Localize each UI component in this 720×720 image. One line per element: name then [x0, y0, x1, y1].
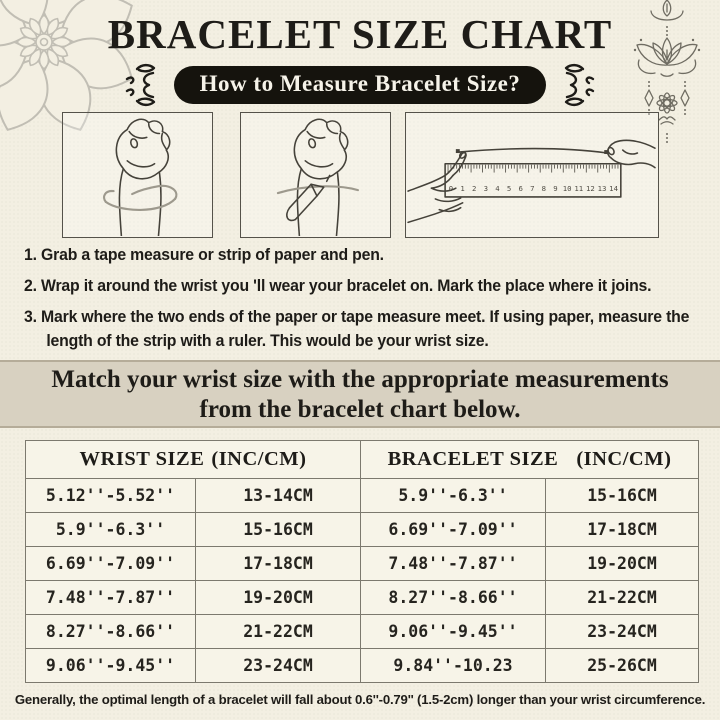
svg-text:4: 4 — [495, 184, 500, 193]
badge-how-to-measure: How to Measure Bracelet Size? — [173, 66, 547, 104]
banner-line-1: Match your wrist size with the appropria… — [51, 366, 669, 393]
size-cell: 5.9''-6.3'' — [25, 512, 196, 547]
table-header-row: WRIST SIZE (INC/CM) BRACELET SIZE (INC/CM) — [25, 440, 699, 479]
svg-text:12: 12 — [586, 184, 595, 193]
size-cell: 25-26CM — [545, 648, 699, 683]
svg-text:14: 14 — [609, 184, 618, 193]
instruction-step: 3. Mark where the two ends of the paper … — [24, 307, 690, 351]
size-cell: 5.9''-6.3'' — [360, 478, 546, 513]
size-cell: 17-18CM — [545, 512, 699, 547]
size-cell: 15-16CM — [195, 512, 361, 547]
size-cell: 9.06''-9.45'' — [25, 648, 196, 683]
svg-text:8: 8 — [542, 184, 546, 193]
mandala-icon — [0, 0, 133, 131]
hand-tape-illustration — [62, 112, 213, 238]
banner-line-2: from the bracelet chart below. — [199, 396, 521, 423]
svg-text:7: 7 — [530, 184, 534, 193]
size-cell: 19-20CM — [545, 546, 699, 581]
bracelet-size-header: BRACELET SIZE (INC/CM) — [360, 440, 699, 479]
instruction-step: 1. Grab a tape measure or strip of paper… — [24, 245, 384, 264]
svg-text:13: 13 — [598, 184, 607, 193]
size-cell: 21-22CM — [195, 614, 361, 649]
svg-text:1: 1 — [460, 184, 464, 193]
size-cell: 13-14CM — [195, 478, 361, 513]
flourish-left-icon — [125, 63, 155, 107]
svg-text:10: 10 — [563, 184, 572, 193]
table-row: 8.27''-8.66'' 21-22CM 9.06''-9.45'' 23-24CM — [25, 614, 699, 649]
svg-text:2: 2 — [472, 184, 476, 193]
svg-text:3: 3 — [484, 184, 488, 193]
svg-text:0: 0 — [449, 184, 453, 193]
flourish-right-icon — [565, 63, 595, 107]
match-banner: Match your wrist size with the appropria… — [0, 360, 720, 428]
footer-note: Generally, the optimal length of a brace… — [14, 691, 706, 707]
lotus-ornament-icon — [633, 0, 701, 143]
hand-pen-illustration — [240, 112, 391, 238]
size-cell: 9.06''-9.45'' — [360, 614, 546, 649]
size-cell: 6.69''-7.09'' — [25, 546, 196, 581]
size-cell: 19-20CM — [195, 580, 361, 615]
table-row: 7.48''-7.87'' 19-20CM 8.27''-8.66'' 21-22CM — [25, 580, 699, 615]
size-cell: 8.27''-8.66'' — [25, 614, 196, 649]
badge-row: How to Measure Bracelet Size? — [0, 62, 720, 108]
table-row: 5.12''-5.52'' 13-14CM 5.9''-6.3'' 15-16CM — [25, 478, 699, 513]
table-row: 9.06''-9.45'' 23-24CM 9.84''-10.23 25-26CM — [25, 648, 699, 683]
ruler-hands-illustration: 0 1 2 3 4 5 6 7 8 9 10 11 12 13 14 — [405, 112, 659, 238]
size-cell: 6.69''-7.09'' — [360, 512, 546, 547]
size-cell: 21-22CM — [545, 580, 699, 615]
page-title: BRACELET SIZE CHART — [107, 11, 613, 57]
size-cell: 9.84''-10.23 — [360, 648, 546, 683]
size-cell: 7.48''-7.87'' — [25, 580, 196, 615]
table-row: 6.69''-7.09'' 17-18CM 7.48''-7.87'' 19-20CM — [25, 546, 699, 581]
svg-text:11: 11 — [574, 184, 583, 193]
table-row: 5.9''-6.3'' 15-16CM 6.69''-7.09'' 17-18CM — [25, 512, 699, 547]
size-cell: 23-24CM — [545, 614, 699, 649]
wrist-size-header: WRIST SIZE (INC/CM) — [25, 440, 361, 479]
size-cell: 8.27''-8.66'' — [360, 580, 546, 615]
instruction-step: 2. Wrap it around the wrist you 'll wear… — [24, 276, 652, 296]
svg-text:9: 9 — [553, 184, 557, 193]
size-cell: 7.48''-7.87'' — [360, 546, 546, 581]
instructions-list: 1. Grab a tape measure or strip of paper… — [24, 243, 720, 361]
size-cell: 15-16CM — [545, 478, 699, 513]
size-chart-table: WRIST SIZE (INC/CM) BRACELET SIZE (INC/CM)… — [25, 440, 699, 683]
svg-text:6: 6 — [518, 184, 522, 193]
size-cell: 23-24CM — [195, 648, 361, 683]
svg-text:5: 5 — [507, 184, 511, 193]
size-cell: 17-18CM — [195, 546, 361, 581]
size-cell: 5.12''-5.52'' — [25, 478, 196, 513]
